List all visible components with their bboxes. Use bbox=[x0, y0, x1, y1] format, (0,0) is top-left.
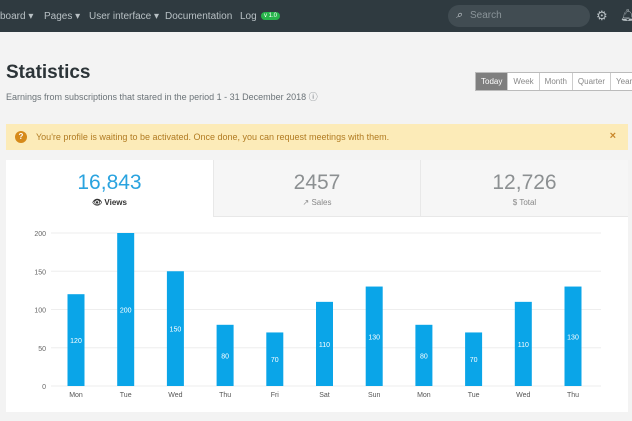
gear-icon[interactable]: ⚙ bbox=[596, 8, 608, 23]
bar-value-label: 200 bbox=[120, 308, 132, 315]
x-tick-label: Wed bbox=[516, 392, 530, 399]
dollar-icon: $ bbox=[512, 198, 518, 207]
bar-value-label: 110 bbox=[319, 342, 330, 349]
bar bbox=[216, 324, 234, 386]
bar-value-label: 130 bbox=[567, 334, 579, 341]
views-label: Views bbox=[104, 198, 127, 207]
stats-card: 16,843 👁 Views 2457 ↗ Sales 12,726 $ Total … bbox=[6, 160, 628, 412]
bell-icon[interactable]: 🔔︎ bbox=[620, 8, 632, 22]
search-icon: ⌕ bbox=[456, 9, 463, 21]
bar-value-label: 70 bbox=[271, 357, 279, 364]
y-tick-label: 200 bbox=[34, 231, 46, 238]
page-subtitle: Earnings from subscriptions that stared … bbox=[6, 92, 318, 102]
bar bbox=[67, 294, 85, 386]
views-value: 16,843 bbox=[77, 171, 142, 194]
bar bbox=[166, 271, 184, 386]
period-year[interactable]: Year bbox=[610, 73, 632, 90]
tab-views[interactable]: 16,843 👁 Views bbox=[6, 160, 213, 217]
y-tick-label: 100 bbox=[34, 308, 46, 315]
bar-value-label: 70 bbox=[470, 357, 478, 364]
bar-value-label: 150 bbox=[170, 327, 182, 334]
y-tick-label: 150 bbox=[34, 269, 46, 276]
x-tick-label: Mon bbox=[69, 392, 83, 399]
trend-icon: ↗ bbox=[302, 198, 310, 207]
activation-alert: ? You're profile is waiting to be activa… bbox=[6, 124, 628, 150]
tab-total[interactable]: 12,726 $ Total bbox=[420, 160, 628, 217]
sales-value: 2457 bbox=[293, 171, 341, 194]
total-value: 12,726 bbox=[492, 171, 557, 194]
sales-label: Sales bbox=[311, 198, 332, 207]
x-tick-label: Sun bbox=[368, 392, 381, 399]
nav-documentation[interactable]: Documentation bbox=[165, 11, 233, 22]
x-tick-label: Sat bbox=[319, 392, 330, 399]
version-badge: v 1.0 bbox=[261, 12, 281, 20]
bar bbox=[514, 301, 532, 386]
period-selector: Today Week Month Quarter Year bbox=[475, 72, 632, 91]
x-tick-label: Thu bbox=[567, 392, 579, 399]
bar bbox=[365, 286, 383, 386]
bar-value-label: 130 bbox=[368, 334, 380, 341]
nav-dashboard[interactable]: board ▾ bbox=[0, 11, 34, 22]
bar bbox=[117, 233, 135, 386]
bar bbox=[316, 301, 333, 386]
search-input[interactable]: ⌕ Search bbox=[448, 5, 590, 27]
x-tick-label: Wed bbox=[168, 392, 182, 399]
x-tick-label: Fri bbox=[271, 392, 280, 399]
search-placeholder: Search bbox=[470, 10, 502, 21]
top-nav: board ▾ Pages ▾ User interface ▾ Documen… bbox=[0, 0, 632, 32]
x-tick-label: Tue bbox=[468, 392, 480, 399]
y-tick-label: 0 bbox=[42, 384, 46, 391]
y-tick-label: 50 bbox=[38, 346, 46, 353]
bar bbox=[266, 332, 284, 386]
x-tick-label: Thu bbox=[219, 392, 231, 399]
alert-text: You're profile is waiting to be activate… bbox=[36, 132, 390, 142]
bar-value-label: 120 bbox=[70, 338, 82, 345]
bar-chart: 0 50 100 150 200 120 Mon 200 Tue 150 Wed 80 Thu 70 Fri… bbox=[34, 231, 601, 399]
period-quarter[interactable]: Quarter bbox=[571, 73, 611, 90]
bar bbox=[415, 324, 433, 386]
tab-sales[interactable]: 2457 ↗ Sales bbox=[213, 160, 420, 217]
bar-value-label: 80 bbox=[420, 353, 428, 360]
page-title: Statistics bbox=[6, 62, 91, 83]
period-today[interactable]: Today bbox=[476, 73, 508, 90]
period-week[interactable]: Week bbox=[507, 73, 539, 90]
eye-icon: 👁 bbox=[92, 198, 103, 207]
question-icon: ? bbox=[15, 131, 27, 143]
bar-value-label: 110 bbox=[518, 342, 529, 349]
nav-user-interface[interactable]: User interface ▾ bbox=[89, 11, 160, 22]
x-tick-label: Mon bbox=[417, 392, 431, 399]
bar bbox=[465, 332, 483, 386]
period-month[interactable]: Month bbox=[538, 73, 572, 90]
close-icon[interactable]: × bbox=[609, 130, 616, 142]
bar-value-label: 80 bbox=[221, 353, 229, 360]
bar bbox=[564, 286, 582, 386]
x-tick-label: Tue bbox=[120, 392, 132, 399]
nav-pages[interactable]: Pages ▾ bbox=[44, 11, 81, 22]
total-label: Total bbox=[519, 198, 537, 207]
nav-log[interactable]: Log bbox=[240, 11, 257, 22]
